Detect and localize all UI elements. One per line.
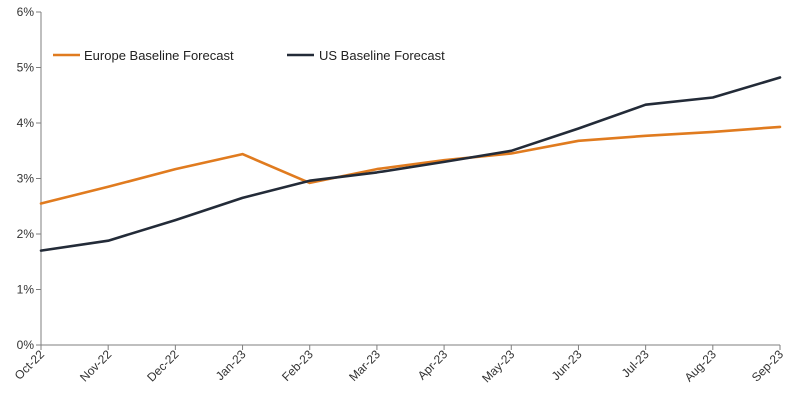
y-tick-label: 2% bbox=[17, 227, 35, 241]
legend-label: US Baseline Forecast bbox=[319, 48, 445, 63]
y-tick-label: 1% bbox=[17, 283, 35, 297]
x-tick-label: Jul-23 bbox=[619, 347, 652, 380]
y-tick-label: 5% bbox=[17, 61, 35, 75]
x-tick-label: Sep-23 bbox=[749, 347, 786, 384]
y-tick-label: 4% bbox=[17, 116, 35, 130]
x-tick-label: Dec-22 bbox=[144, 347, 181, 384]
x-tick-label: Apr-23 bbox=[415, 347, 451, 383]
x-tick-label: Mar-23 bbox=[346, 347, 383, 384]
x-tick-label: Aug-23 bbox=[682, 347, 719, 384]
x-tick-label: Oct-22 bbox=[12, 347, 48, 383]
x-tick-label: Feb-23 bbox=[279, 347, 316, 384]
y-tick-label: 3% bbox=[17, 172, 35, 186]
x-tick-label: Nov-22 bbox=[77, 347, 114, 384]
x-tick-label: Jan-23 bbox=[213, 347, 249, 383]
series-lines bbox=[39, 76, 782, 252]
series-line-us bbox=[39, 76, 782, 252]
legend: Europe Baseline Forecast US Baseline Fore… bbox=[53, 48, 445, 63]
x-tick-label: Jun-23 bbox=[549, 347, 585, 383]
legend-label: Europe Baseline Forecast bbox=[84, 48, 234, 63]
y-tick-label: 0% bbox=[17, 338, 35, 352]
x-tick-label: May-23 bbox=[479, 347, 517, 385]
y-tick-label: 6% bbox=[17, 5, 35, 19]
series-line-europe bbox=[39, 125, 782, 205]
